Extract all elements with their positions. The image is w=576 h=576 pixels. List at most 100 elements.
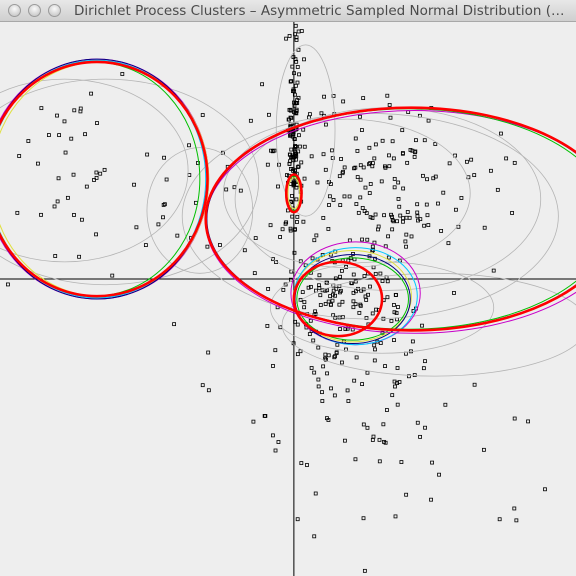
data-point bbox=[83, 132, 87, 137]
data-point bbox=[200, 113, 205, 117]
iteration-cluster-ellipse bbox=[0, 58, 210, 300]
data-point bbox=[377, 437, 382, 442]
data-point bbox=[292, 182, 296, 187]
minimize-window-icon[interactable] bbox=[28, 4, 41, 17]
data-point bbox=[321, 216, 326, 220]
data-point bbox=[361, 422, 366, 427]
data-point bbox=[287, 152, 292, 157]
data-point bbox=[421, 173, 425, 178]
data-point bbox=[318, 293, 323, 298]
data-point bbox=[426, 118, 431, 123]
data-point bbox=[386, 234, 391, 239]
data-point bbox=[377, 459, 382, 464]
data-point bbox=[373, 347, 377, 352]
data-point bbox=[332, 393, 337, 398]
data-point bbox=[312, 238, 317, 243]
data-point bbox=[252, 271, 257, 276]
data-point bbox=[295, 65, 300, 69]
data-point bbox=[425, 177, 429, 182]
data-point bbox=[295, 98, 300, 102]
data-point bbox=[353, 136, 358, 141]
data-point bbox=[289, 115, 294, 120]
data-point bbox=[290, 193, 294, 198]
data-point bbox=[293, 149, 297, 154]
data-point bbox=[365, 237, 370, 242]
data-point bbox=[288, 79, 293, 84]
data-point bbox=[358, 195, 363, 200]
data-point bbox=[488, 168, 493, 173]
iteration-cluster-ellipse bbox=[287, 177, 301, 210]
data-point bbox=[291, 183, 296, 188]
prior-cluster-ellipse bbox=[0, 78, 259, 286]
data-point bbox=[396, 180, 401, 185]
data-point bbox=[187, 143, 191, 148]
data-point bbox=[368, 215, 373, 220]
data-point bbox=[472, 173, 477, 178]
data-point bbox=[251, 419, 256, 424]
data-point bbox=[294, 38, 299, 42]
data-point bbox=[291, 89, 295, 94]
data-point bbox=[430, 460, 434, 465]
data-point bbox=[392, 379, 397, 384]
data-point bbox=[421, 366, 426, 371]
data-point bbox=[422, 138, 427, 143]
data-point bbox=[351, 299, 356, 304]
data-point bbox=[320, 399, 325, 403]
zoom-window-icon[interactable] bbox=[48, 4, 61, 17]
data-point bbox=[271, 433, 275, 438]
data-point bbox=[294, 151, 298, 156]
data-point bbox=[288, 228, 293, 233]
data-point bbox=[290, 214, 295, 219]
data-point bbox=[370, 438, 375, 442]
data-point bbox=[291, 55, 296, 59]
data-point bbox=[298, 297, 303, 302]
data-point bbox=[429, 497, 433, 502]
data-point bbox=[325, 416, 329, 421]
data-point bbox=[371, 434, 376, 439]
data-point bbox=[283, 221, 288, 226]
data-point bbox=[364, 211, 369, 216]
data-point bbox=[393, 384, 397, 389]
data-point bbox=[362, 568, 367, 573]
data-point bbox=[331, 198, 336, 202]
data-point bbox=[504, 156, 509, 161]
data-point bbox=[358, 302, 363, 307]
data-point bbox=[395, 366, 400, 370]
data-point bbox=[55, 113, 59, 118]
data-point bbox=[161, 215, 165, 220]
data-point bbox=[351, 252, 355, 256]
data-point bbox=[338, 203, 343, 207]
data-point bbox=[196, 161, 200, 165]
data-point bbox=[263, 414, 268, 418]
data-point bbox=[401, 151, 405, 155]
data-point bbox=[292, 168, 297, 173]
data-point bbox=[389, 212, 393, 217]
data-point bbox=[499, 131, 503, 136]
close-window-icon[interactable] bbox=[8, 4, 21, 17]
data-point bbox=[162, 155, 166, 160]
title-bar[interactable]: Dirichlet Process Clusters – Asymmetric … bbox=[0, 0, 576, 22]
data-point bbox=[341, 99, 346, 104]
prior-cluster-ellipse bbox=[269, 261, 495, 354]
data-point bbox=[80, 217, 84, 222]
data-point bbox=[355, 149, 360, 153]
data-point bbox=[340, 299, 345, 304]
data-point bbox=[310, 256, 315, 261]
data-point bbox=[311, 338, 316, 343]
data-point bbox=[415, 202, 420, 207]
data-point bbox=[334, 351, 339, 356]
data-point bbox=[72, 108, 77, 113]
data-point bbox=[295, 352, 300, 357]
data-point bbox=[302, 300, 307, 305]
data-point bbox=[395, 219, 399, 224]
data-point bbox=[390, 393, 395, 398]
data-point bbox=[301, 219, 306, 224]
data-point bbox=[373, 271, 378, 276]
data-point bbox=[406, 374, 411, 379]
data-point bbox=[295, 322, 300, 327]
data-point bbox=[134, 225, 139, 230]
data-point bbox=[363, 294, 368, 299]
data-point bbox=[398, 213, 403, 218]
data-point bbox=[57, 133, 62, 138]
data-point bbox=[396, 196, 401, 201]
